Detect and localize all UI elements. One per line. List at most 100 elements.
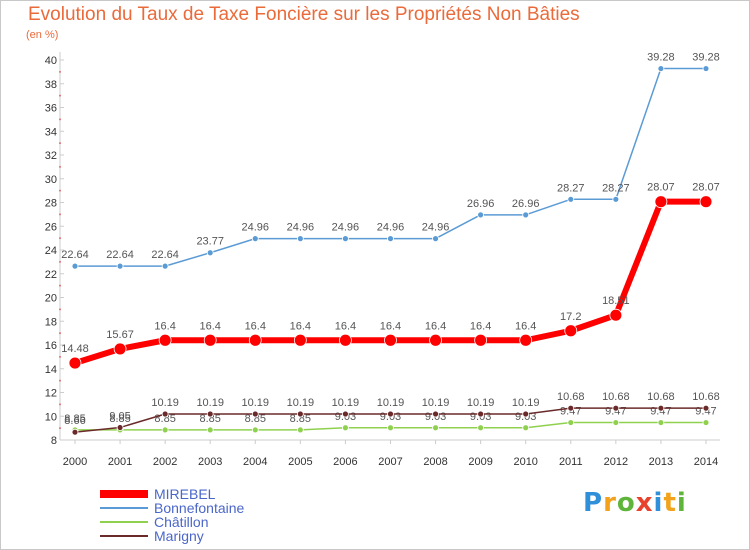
data-point-marigny (71, 428, 79, 436)
data-label-bonnefontaine: 22.64 (106, 249, 134, 261)
y-tick-label: 30 (45, 174, 57, 186)
y-minor-tick (59, 237, 61, 240)
y-minor-tick (59, 70, 61, 73)
data-label-mirebel: 16.4 (515, 320, 536, 332)
y-tick-label: 32 (45, 150, 57, 162)
data-point-mirebel (248, 333, 262, 347)
data-point-chatillon (206, 426, 214, 434)
data-point-marigny (657, 404, 665, 412)
data-label-marigny: 10.19 (196, 397, 224, 409)
data-point-chatillon (342, 424, 349, 432)
data-label-marigny: 10.68 (602, 391, 630, 403)
y-minor-tick (59, 142, 61, 145)
x-tick-label: 2013 (649, 456, 673, 468)
data-label-mirebel: 16.4 (154, 320, 175, 332)
data-label-mirebel: 16.4 (380, 320, 401, 332)
data-label-chatillon: 8.85 (245, 413, 266, 425)
y-tick-label: 12 (45, 388, 57, 400)
x-tick-label: 2004 (243, 456, 267, 468)
x-tick-label: 2009 (468, 456, 492, 468)
legend-swatch-chatillon (100, 521, 148, 523)
data-point-chatillon (161, 426, 169, 434)
x-tick-label: 2007 (378, 456, 402, 468)
data-label-mirebel: 15.67 (106, 329, 134, 341)
y-tick-label: 24 (45, 245, 57, 257)
data-point-marigny (567, 404, 575, 412)
y-tick-label: 38 (45, 79, 57, 91)
y-minor-tick (59, 284, 61, 287)
data-label-marigny: 10.19 (422, 397, 450, 409)
data-label-bonnefontaine: 28.27 (602, 182, 630, 194)
data-point-mirebel (609, 308, 623, 322)
data-point-chatillon (387, 424, 394, 432)
x-tick-label: 2006 (333, 456, 357, 468)
data-point-mirebel (384, 333, 397, 347)
data-point-mirebel (519, 333, 533, 347)
x-tick-label: 2008 (423, 456, 447, 468)
data-point-bonnefontaine (116, 262, 124, 270)
data-label-bonnefontaine: 24.96 (377, 222, 405, 234)
data-label-bonnefontaine: 23.77 (196, 236, 224, 248)
data-label-marigny: 10.19 (151, 397, 179, 409)
data-point-bonnefontaine (567, 195, 575, 203)
legend-swatch-marigny (100, 535, 148, 537)
data-label-bonnefontaine: 26.96 (467, 198, 495, 210)
data-point-bonnefontaine (296, 235, 304, 243)
y-tick-label: 28 (45, 198, 57, 210)
y-tick-label: 40 (45, 55, 57, 67)
data-label-marigny: 10.19 (467, 397, 495, 409)
data-label-mirebel: 16.4 (245, 320, 266, 332)
x-tick-label: 2005 (288, 456, 312, 468)
data-label-mirebel: 16.4 (335, 320, 356, 332)
y-minor-tick (59, 308, 61, 311)
data-point-chatillon (612, 419, 620, 426)
data-label-bonnefontaine: 24.96 (242, 222, 270, 234)
y-tick-label: 8 (51, 435, 57, 447)
data-label-marigny: 10.68 (557, 391, 585, 403)
data-point-chatillon (432, 424, 439, 432)
data-label-mirebel: 16.4 (470, 320, 491, 332)
x-tick-label: 2003 (198, 456, 222, 468)
data-label-chatillon: 8.85 (199, 413, 220, 425)
data-label-marigny: 10.19 (512, 397, 540, 409)
data-point-marigny (612, 404, 620, 412)
data-point-mirebel (293, 333, 307, 347)
data-point-chatillon (296, 426, 304, 434)
data-point-mirebel (564, 324, 578, 338)
data-point-marigny (387, 410, 394, 418)
data-point-marigny (206, 410, 214, 418)
data-label-bonnefontaine: 24.96 (422, 222, 450, 234)
y-tick-label: 22 (45, 269, 57, 281)
data-point-bonnefontaine (432, 235, 439, 243)
data-label-marigny: 9.05 (109, 411, 130, 423)
data-label-chatillon: 8.85 (64, 413, 85, 425)
y-minor-tick (59, 379, 61, 382)
data-label-bonnefontaine: 22.64 (151, 249, 179, 261)
data-label-mirebel: 17.2 (560, 311, 581, 323)
data-point-bonnefontaine (612, 195, 620, 203)
y-tick-label: 20 (45, 293, 57, 305)
data-point-marigny (477, 410, 485, 418)
data-label-marigny: 10.68 (647, 391, 675, 403)
chart-title: Evolution du Taux de Taxe Foncière sur l… (28, 4, 580, 25)
data-label-mirebel: 18.51 (602, 295, 630, 307)
data-point-marigny (702, 404, 710, 412)
data-point-chatillon (657, 419, 665, 426)
data-label-marigny: 10.19 (332, 397, 360, 409)
data-label-marigny: 10.19 (242, 397, 270, 409)
data-point-bonnefontaine (477, 211, 485, 219)
y-axis-unit: (en %) (26, 29, 59, 41)
data-label-chatillon: 8.85 (109, 413, 130, 425)
data-point-mirebel (113, 342, 127, 356)
legend-label-mirebel: MIREBEL (154, 486, 216, 502)
data-point-chatillon (567, 419, 575, 426)
legend-swatch-bonnefontaine (100, 507, 148, 509)
y-tick-label: 34 (45, 126, 57, 138)
data-point-marigny (161, 410, 169, 418)
y-minor-tick (59, 332, 61, 335)
data-point-chatillon (522, 424, 530, 432)
data-label-marigny: 10.19 (377, 397, 405, 409)
data-label-mirebel: 28.07 (647, 182, 675, 194)
data-point-mirebel (203, 333, 217, 347)
data-label-marigny: 10.68 (692, 391, 720, 403)
